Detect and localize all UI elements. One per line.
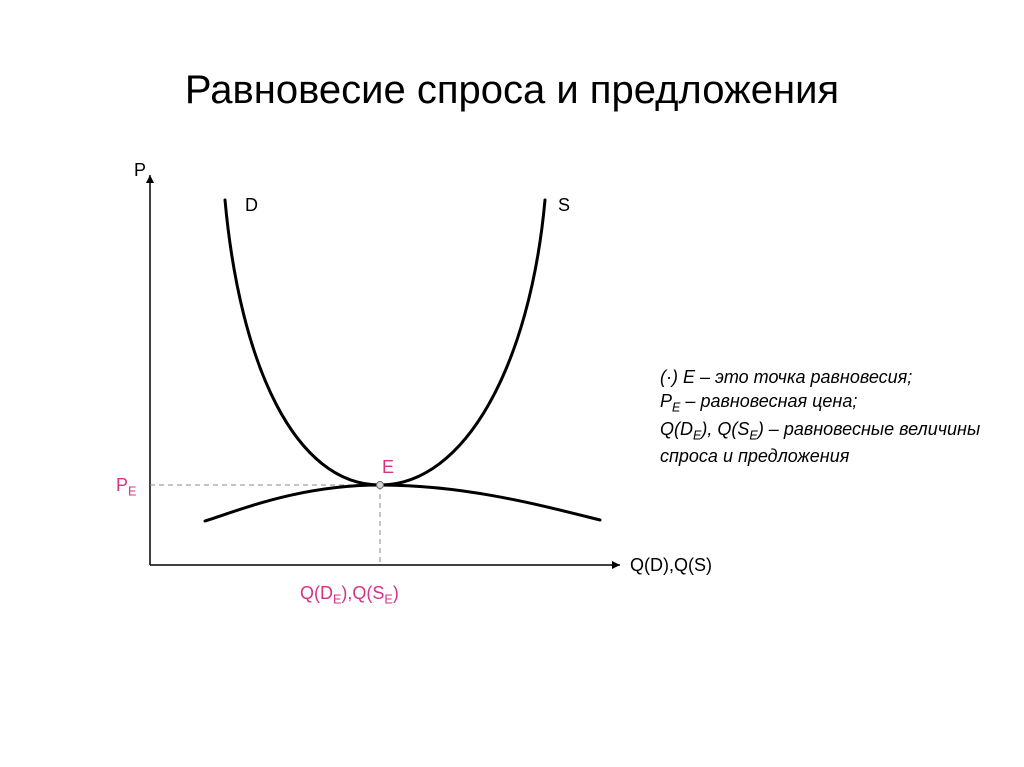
x-axis-label: Q(D),Q(S)	[630, 555, 712, 576]
y-axis-label: P	[134, 160, 146, 181]
supply-demand-chart: P D S E PE Q(DE),Q(SE) Q(D),Q(S)	[120, 165, 640, 595]
legend-line-3: Q(DE), Q(SE) – равновесные величины спро…	[660, 417, 1000, 469]
pe-label: PE	[116, 475, 136, 499]
chart-svg	[120, 165, 640, 595]
legend-line-2: PE – равновесная цена;	[660, 389, 1000, 417]
legend-line-1: (·) E – это точка равновесия;	[660, 365, 1000, 389]
equilibrium-label: E	[382, 457, 394, 478]
qe-label: Q(DE),Q(SE)	[300, 583, 399, 607]
slide: Равновесие спроса и предложения P D S E …	[0, 0, 1024, 767]
legend: (·) E – это точка равновесия; PE – равно…	[660, 365, 1000, 469]
supply-label: S	[558, 195, 570, 216]
slide-title: Равновесие спроса и предложения	[0, 68, 1024, 113]
demand-label: D	[245, 195, 258, 216]
